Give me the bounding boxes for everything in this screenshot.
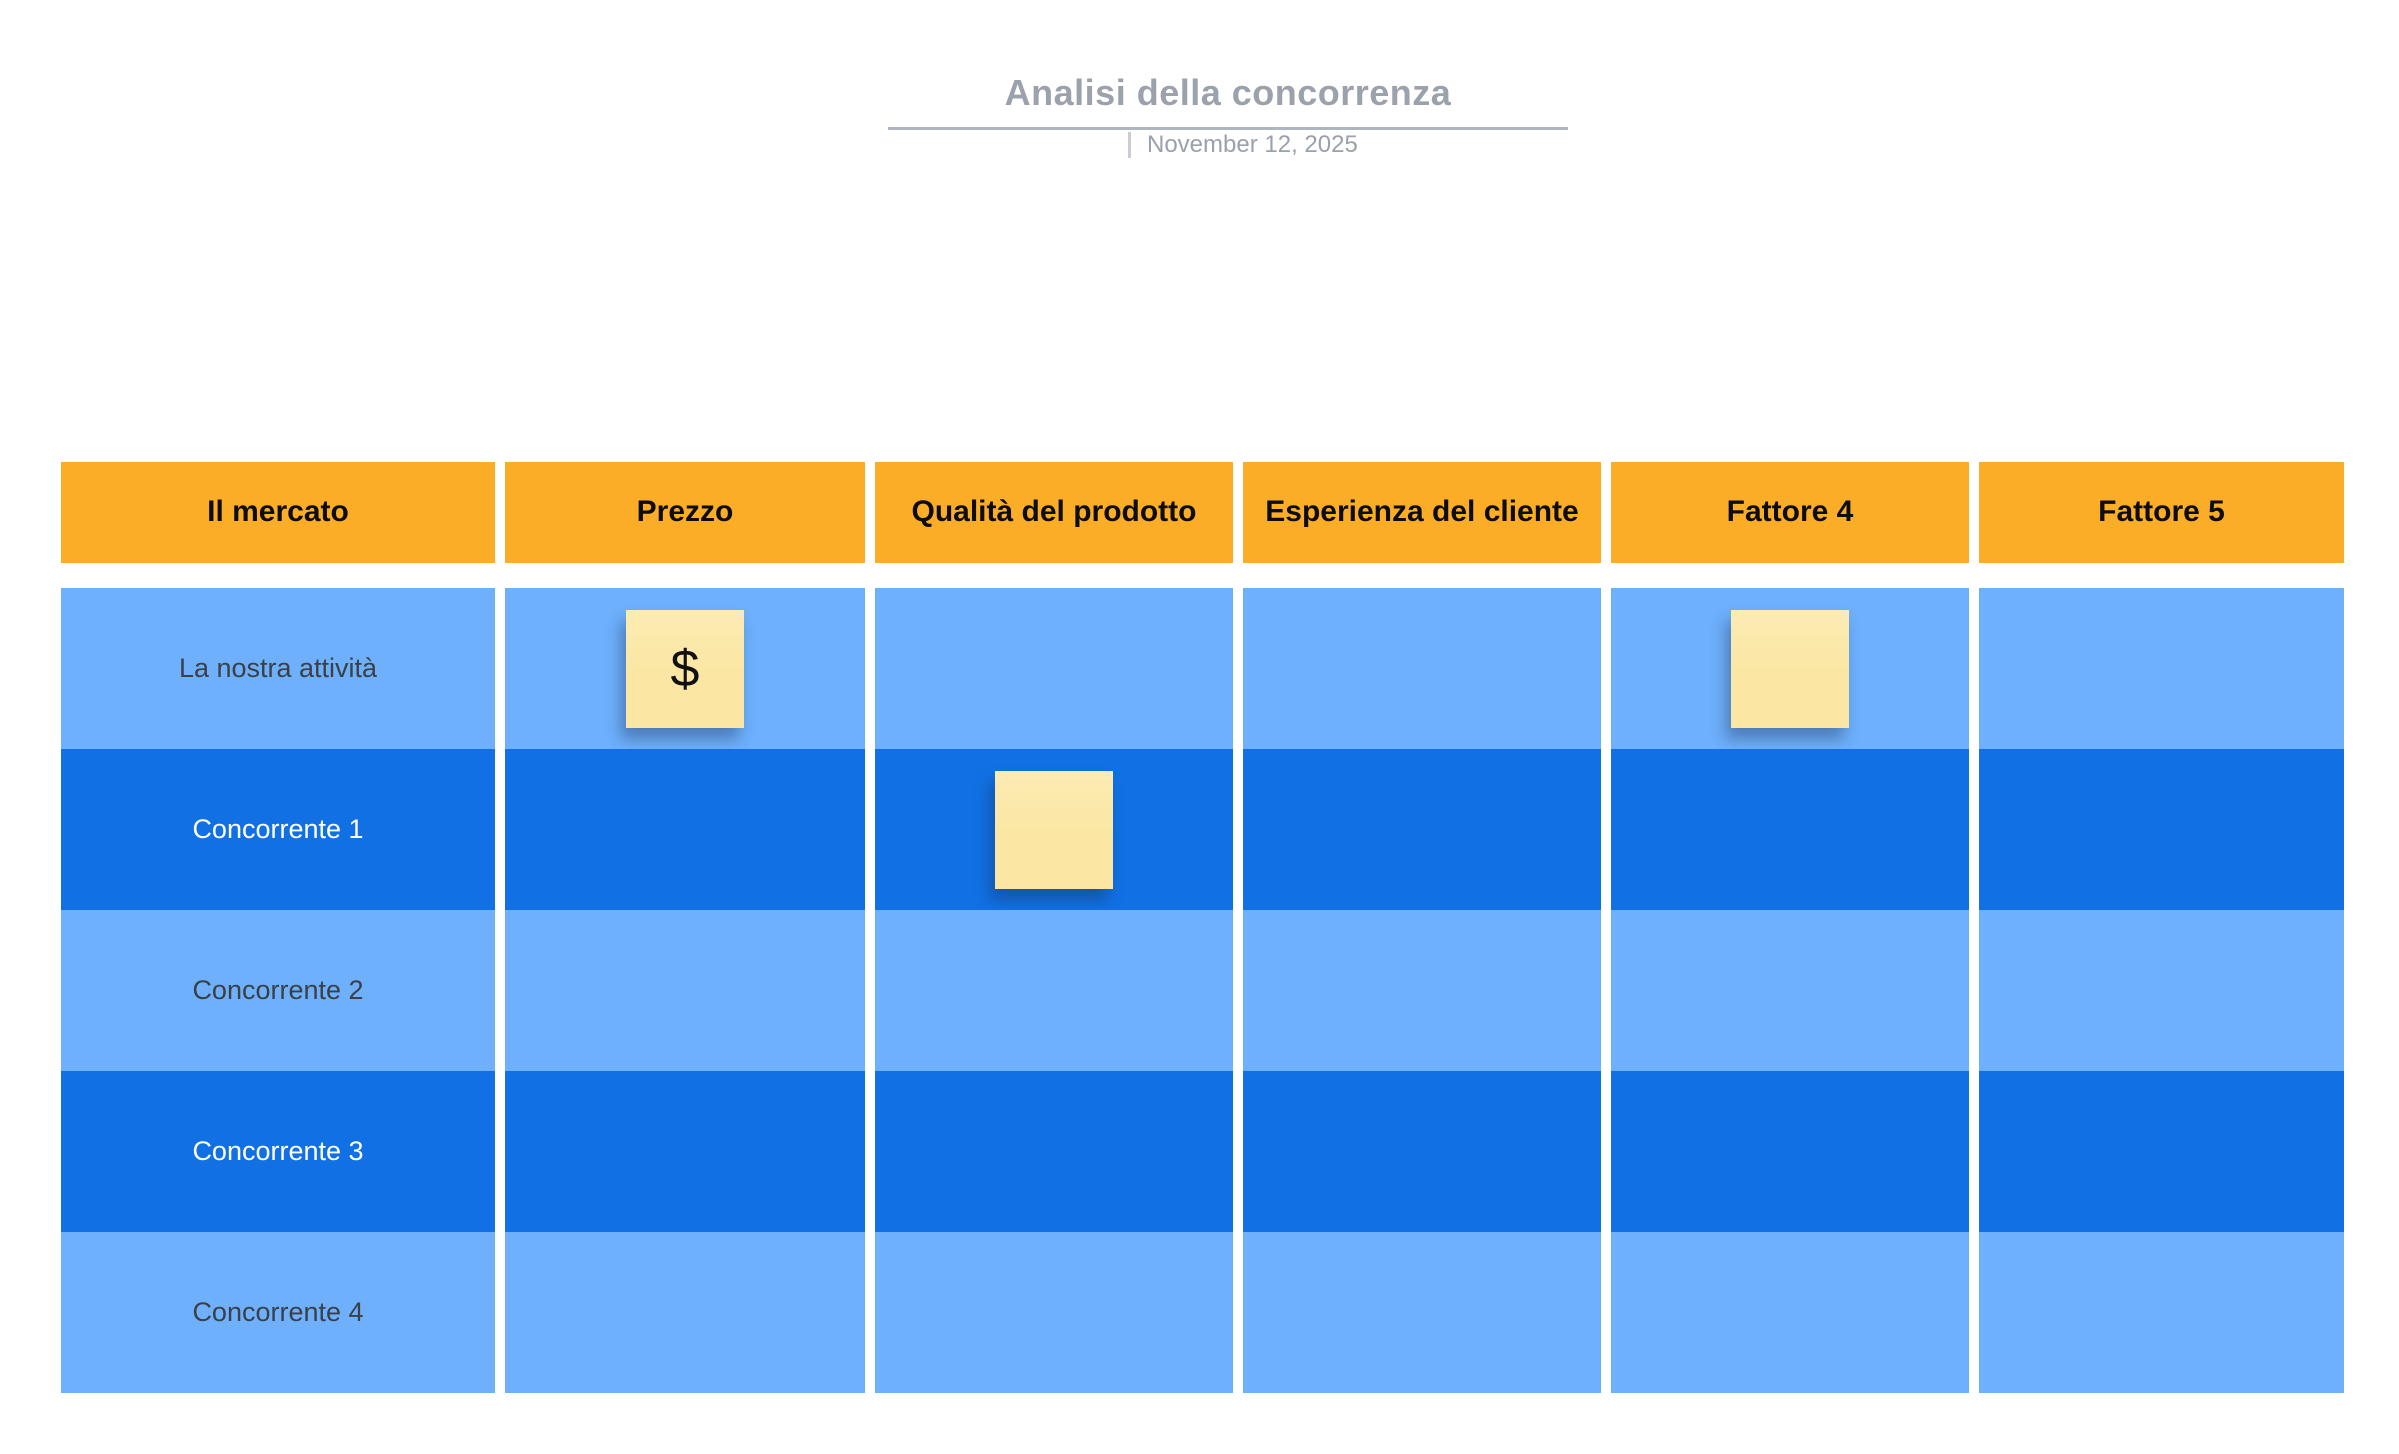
date-row: November 12, 2025	[1128, 131, 1358, 159]
column-header-fattore-5[interactable]: Fattore 5	[1979, 462, 2344, 563]
row-label-concorrente-3[interactable]: Concorrente 3	[61, 1071, 495, 1232]
row-label-concorrente-2[interactable]: Concorrente 2	[61, 910, 495, 1071]
column-header-esperienza-del-cliente[interactable]: Esperienza del cliente	[1243, 462, 1601, 563]
grid-cell-concorrente-1-fattore-5[interactable]	[1979, 749, 2344, 910]
grid-cell-la-nostra-attivita-esperienza[interactable]	[1243, 588, 1601, 749]
grid-cell-concorrente-4-esperienza[interactable]	[1243, 1232, 1601, 1393]
title-underline	[888, 127, 1568, 130]
grid-cell-concorrente-3-fattore-4[interactable]	[1611, 1071, 1969, 1232]
date-divider	[1128, 132, 1131, 158]
competition-analysis-table: Il mercato Prezzo Qualità del prodotto E…	[61, 462, 2344, 1393]
column-header-fattore-4[interactable]: Fattore 4	[1611, 462, 1969, 563]
grid-cell-concorrente-4-qualita[interactable]	[875, 1232, 1233, 1393]
sticky-note-blank-1[interactable]	[1731, 609, 1849, 728]
column-header-qualita-del-prodotto[interactable]: Qualità del prodotto	[875, 462, 1233, 563]
sticky-note-text: $	[670, 639, 700, 698]
sticky-note-dollar[interactable]: $	[626, 609, 744, 728]
row-label-la-nostra-attivita[interactable]: La nostra attività	[61, 588, 495, 749]
grid-cell-la-nostra-attivita-fattore-5[interactable]	[1979, 588, 2344, 749]
grid-cell-concorrente-2-qualita[interactable]	[875, 910, 1233, 1071]
grid-cell-concorrente-1-qualita[interactable]	[875, 749, 1233, 910]
grid-cell-concorrente-3-prezzo[interactable]	[505, 1071, 865, 1232]
table-body: La nostra attività $ Concorrente 1	[61, 588, 2344, 1393]
table-header-row: Il mercato Prezzo Qualità del prodotto E…	[61, 462, 2344, 563]
grid-cell-la-nostra-attivita-qualita[interactable]	[875, 588, 1233, 749]
grid-cell-concorrente-1-fattore-4[interactable]	[1611, 749, 1969, 910]
grid-cell-concorrente-2-esperienza[interactable]	[1243, 910, 1601, 1071]
row-label-concorrente-4[interactable]: Concorrente 4	[61, 1232, 495, 1393]
grid-cell-concorrente-2-fattore-5[interactable]	[1979, 910, 2344, 1071]
row-label-concorrente-1[interactable]: Concorrente 1	[61, 749, 495, 910]
grid-cell-concorrente-4-prezzo[interactable]	[505, 1232, 865, 1393]
grid-cell-concorrente-1-esperienza[interactable]	[1243, 749, 1601, 910]
board-date[interactable]: November 12, 2025	[1147, 131, 1358, 158]
grid-cell-concorrente-4-fattore-5[interactable]	[1979, 1232, 2344, 1393]
board-title[interactable]: Analisi della concorrenza	[1004, 72, 1452, 113]
grid-cell-concorrente-1-prezzo[interactable]	[505, 749, 865, 910]
grid-cell-concorrente-3-esperienza[interactable]	[1243, 1071, 1601, 1232]
grid-cell-concorrente-2-prezzo[interactable]	[505, 910, 865, 1071]
grid-cell-la-nostra-attivita-fattore-4[interactable]	[1611, 588, 1969, 749]
column-header-prezzo[interactable]: Prezzo	[505, 462, 865, 563]
grid-cell-la-nostra-attivita-prezzo[interactable]: $	[505, 588, 865, 749]
grid-cell-concorrente-3-fattore-5[interactable]	[1979, 1071, 2344, 1232]
grid-cell-concorrente-3-qualita[interactable]	[875, 1071, 1233, 1232]
grid-cell-concorrente-2-fattore-4[interactable]	[1611, 910, 1969, 1071]
grid-cell-concorrente-4-fattore-4[interactable]	[1611, 1232, 1969, 1393]
column-header-il-mercato[interactable]: Il mercato	[61, 462, 495, 563]
sticky-note-blank-2[interactable]	[995, 770, 1113, 889]
